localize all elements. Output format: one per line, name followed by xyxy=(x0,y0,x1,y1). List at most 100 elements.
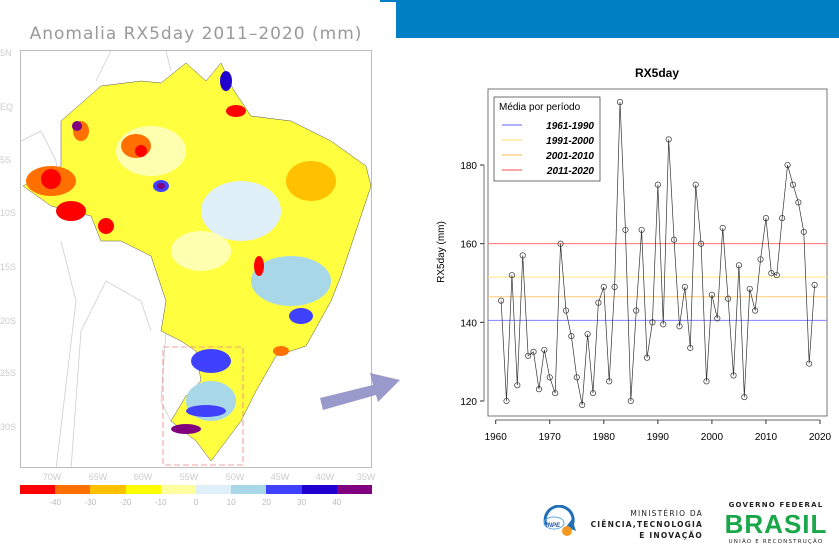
data-point xyxy=(552,390,559,397)
gov-subtitle: UNIÃO E RECONSTRUÇÃO xyxy=(728,539,824,545)
data-point xyxy=(692,181,699,188)
data-point xyxy=(595,299,602,306)
data-point xyxy=(498,297,505,304)
lon-label: 65W xyxy=(88,472,108,482)
lon-label: 70W xyxy=(42,472,62,482)
plot-frame xyxy=(487,88,828,417)
data-point xyxy=(616,99,624,106)
data-point xyxy=(622,226,629,233)
data-point xyxy=(503,397,510,405)
gov-title: GOVERNO FEDERAL xyxy=(728,501,824,509)
lat-label: 30S xyxy=(0,422,17,432)
data-point xyxy=(660,321,667,328)
y-tick-label: 180 xyxy=(460,161,477,172)
colorbar-label: 20 xyxy=(261,498,271,507)
data-point xyxy=(627,397,634,405)
colorbar-label: -20 xyxy=(119,498,132,507)
data-point xyxy=(584,331,591,338)
x-tick-label: 1980 xyxy=(593,432,616,443)
data-point xyxy=(698,240,705,247)
colorbar-label: 40 xyxy=(332,498,342,507)
data-point xyxy=(681,283,688,290)
colorbar-segment xyxy=(20,485,56,494)
data-point xyxy=(633,307,640,314)
header-banner xyxy=(396,0,839,38)
data-point xyxy=(568,333,575,340)
data-point xyxy=(671,236,678,243)
lat-label: 15S xyxy=(0,262,17,272)
colorbar-segment xyxy=(55,485,91,494)
data-point xyxy=(779,215,786,222)
lon-label: 50W xyxy=(225,472,245,482)
colorbar-segment xyxy=(196,485,232,494)
legend-label: 2011-2020 xyxy=(546,166,595,177)
study-region-box xyxy=(162,346,244,466)
data-point xyxy=(600,283,607,290)
data-point xyxy=(562,307,570,314)
x-tick-label: 1960 xyxy=(485,432,508,443)
data-point xyxy=(541,346,548,353)
legend-title: Média por período xyxy=(499,102,581,113)
data-point xyxy=(730,372,737,379)
ministry-line-1: MINISTÉRIO DA xyxy=(630,509,703,518)
data-point xyxy=(800,228,807,235)
data-point xyxy=(811,281,818,289)
data-point xyxy=(687,344,694,351)
colorbar xyxy=(20,485,373,494)
data-point xyxy=(638,226,645,233)
data-point xyxy=(649,319,656,326)
x-tick-label: 2000 xyxy=(701,432,724,443)
data-point xyxy=(611,283,618,290)
data-point xyxy=(643,354,651,361)
data-point xyxy=(676,323,683,330)
ministry-line-3: E INOVAÇÃO xyxy=(639,531,703,540)
lat-label: 5S xyxy=(0,155,12,165)
data-point xyxy=(784,161,791,169)
x-tick-label: 2020 xyxy=(809,432,832,443)
colorbar-segment xyxy=(266,485,302,494)
data-point xyxy=(789,181,797,188)
inpe-text: INPE xyxy=(546,523,561,529)
lat-label: 20S xyxy=(0,316,17,326)
x-tick-label: 1990 xyxy=(647,432,670,443)
data-point xyxy=(514,382,521,389)
anomaly-patches xyxy=(26,71,336,434)
colorbar-label: 0 xyxy=(193,498,199,507)
lon-label: 45W xyxy=(270,472,290,482)
data-point xyxy=(525,352,532,359)
data-point xyxy=(746,285,753,292)
data-point xyxy=(546,374,553,381)
colorbar-segment xyxy=(336,485,373,494)
series-line xyxy=(500,102,815,406)
data-point xyxy=(741,394,748,401)
lon-label: 40W xyxy=(315,472,335,482)
colorbar-label: -40 xyxy=(49,498,61,507)
lon-label: 55W xyxy=(179,472,199,482)
colorbar-segment xyxy=(90,485,126,494)
colorbar-label: 30 xyxy=(297,498,307,507)
data-point xyxy=(557,240,564,247)
data-point xyxy=(530,348,537,355)
data-point xyxy=(535,386,542,393)
data-point xyxy=(519,252,526,259)
inpe-logo: INPE xyxy=(540,504,580,541)
data-point xyxy=(703,378,710,385)
rx5day-chart: RX5day RX5day (mm) 1960 1970 1980 1990 2000 2… xyxy=(436,66,832,443)
lat-label: EQ xyxy=(0,102,14,112)
map-drawing xyxy=(20,50,372,470)
ministry-line-2: CIÊNCIA,TECNOLOGIA xyxy=(590,520,703,529)
colorbar-segment xyxy=(125,485,161,494)
map-title: Anomalia RX5day 2011–2020 (mm) xyxy=(29,24,363,44)
data-point xyxy=(795,199,802,206)
data-point xyxy=(714,315,721,322)
lat-label: 5N xyxy=(0,48,12,58)
data-point xyxy=(725,295,732,302)
data-point xyxy=(806,360,813,367)
colorbar-label: -10 xyxy=(155,498,167,507)
y-tick-label: 160 xyxy=(460,240,477,251)
lon-label: 60W xyxy=(133,472,153,482)
y-tick-label: 140 xyxy=(460,318,477,329)
data-point xyxy=(665,136,672,143)
gov-word: BRASIL xyxy=(724,509,828,539)
